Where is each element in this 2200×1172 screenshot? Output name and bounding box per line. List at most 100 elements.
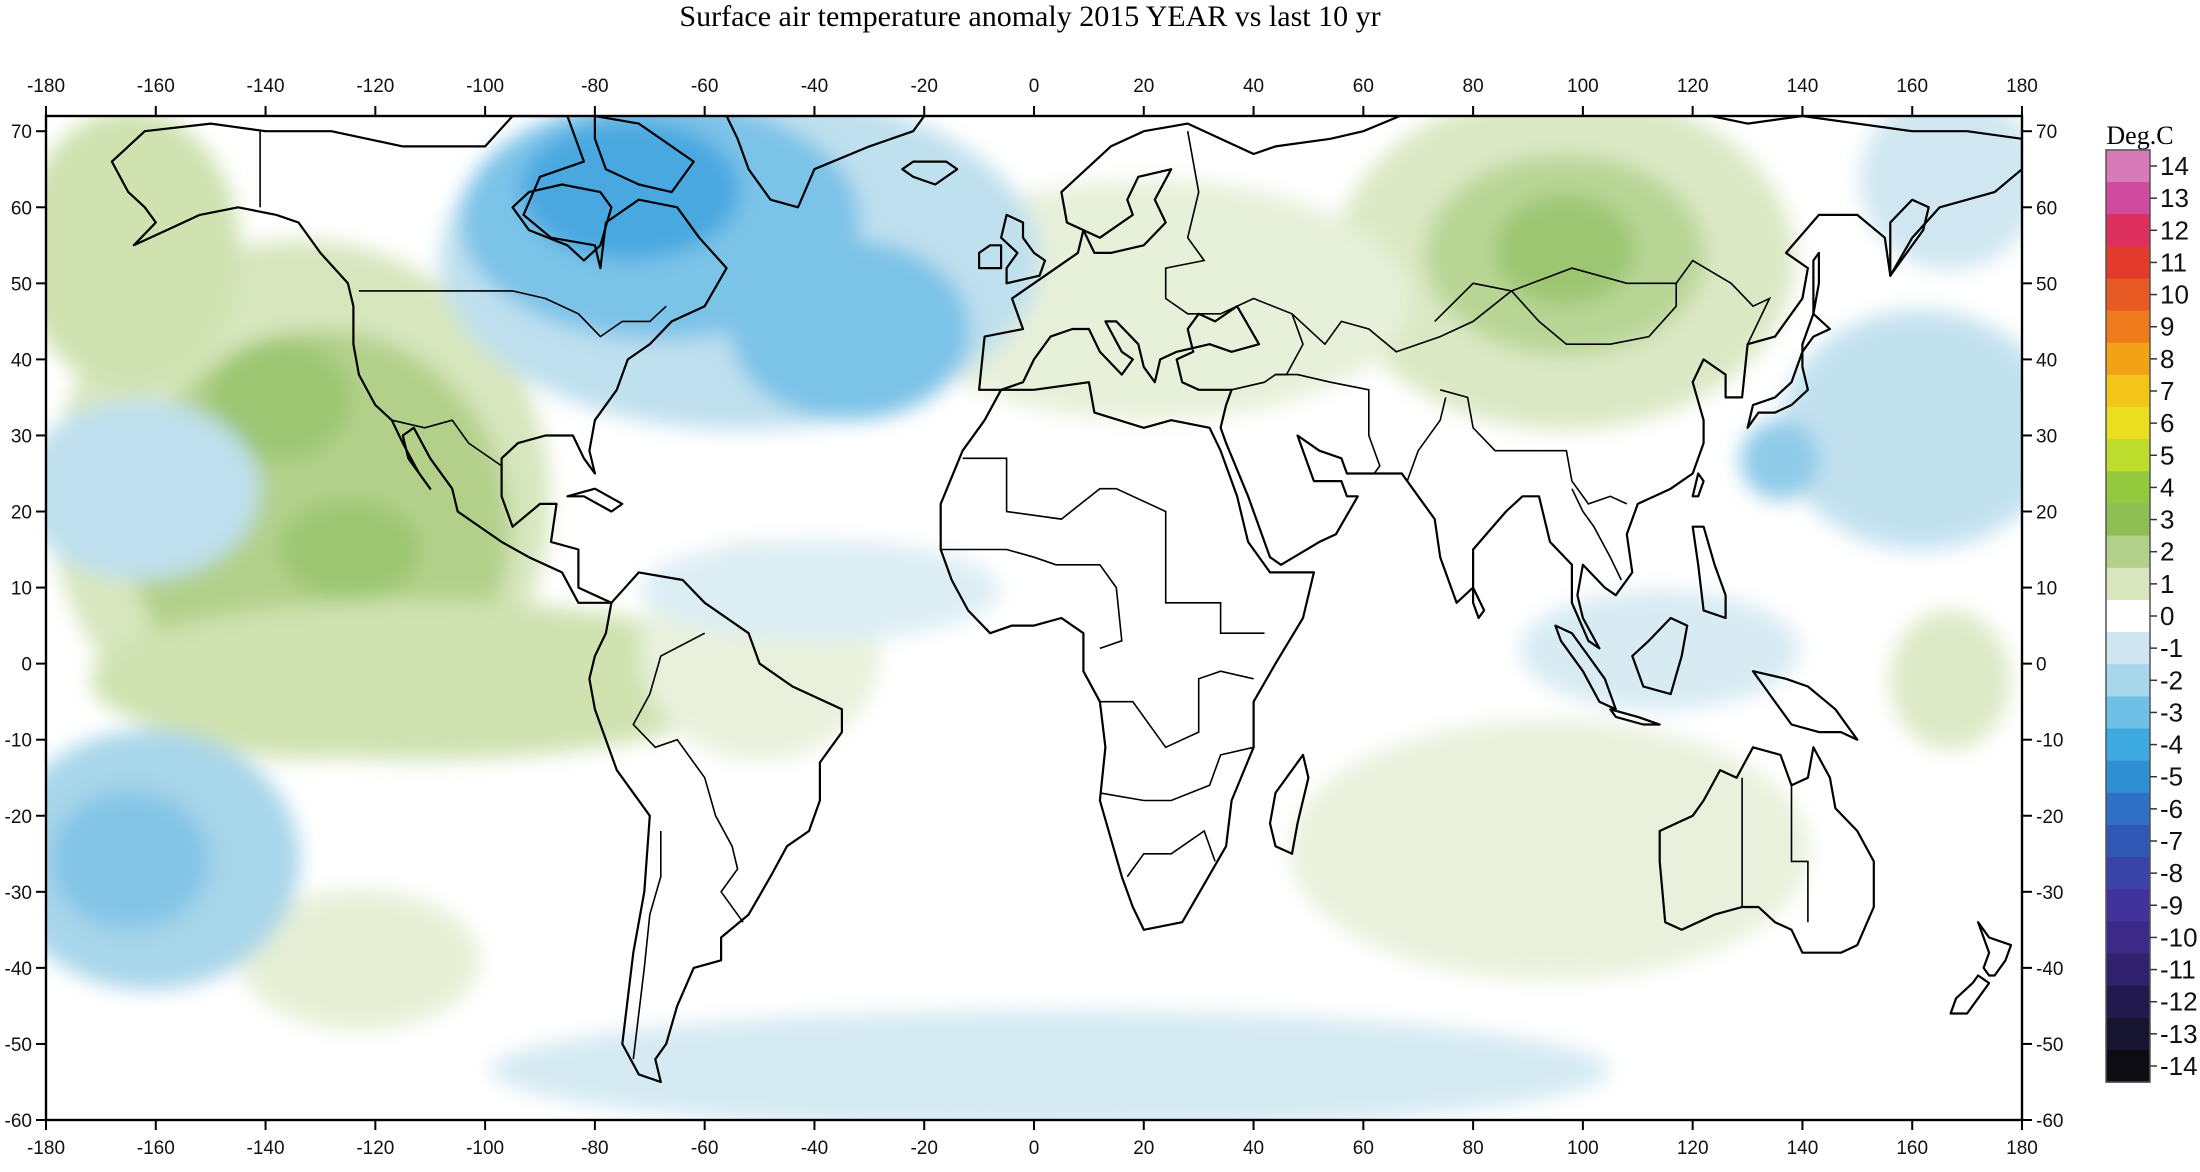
colorbar-swatch [2106,985,2150,1019]
lon-tick-label-top: -160 [137,76,175,97]
colorbar-swatch [2106,1049,2150,1083]
colorbar-label: 4 [2160,472,2174,502]
colorbar-label: 8 [2160,344,2174,374]
cold-area-subtropical-pacific [46,400,260,580]
lon-tick-label-top: 100 [1567,76,1599,97]
colorbar-label: -10 [2160,922,2198,952]
borneo-coast [1631,616,1689,696]
iceland-coast [901,160,959,186]
colorbar-swatch [2106,857,2150,890]
lat-tick-label-right: -60 [2036,1111,2063,1132]
colorbar-label: 9 [2160,312,2174,342]
colorbar-swatch [2106,632,2150,665]
lat-tick-label-right: -10 [2036,731,2063,752]
lat-tick-label-right: -50 [2036,1035,2063,1056]
lon-tick-label-top: 140 [1787,76,1819,97]
eurasia-coast [978,116,2022,650]
lon-tick-label-bottom: 80 [1463,1138,1484,1159]
lon-tick-label-bottom: 100 [1567,1138,1599,1159]
lat-tick-label-left: 60 [11,198,32,219]
taiwan-coast [1691,472,1705,498]
slight-warm-west-pacific [1890,610,2010,750]
cool-band-southern-ocean [490,1010,1610,1120]
colorbar-swatch [2106,792,2150,826]
sumatra-coast [1554,624,1617,711]
india-pakistan-border [1406,397,1447,482]
colorbar-swatch [2106,696,2150,730]
colorbar-label: -6 [2160,794,2183,824]
colorbar-label: -7 [2160,826,2183,856]
lat-tick-label-right: -40 [2036,959,2063,980]
colorbar-swatch [2106,310,2150,344]
cold-core-sw-pacific [50,790,210,930]
lon-tick-label-top: 120 [1677,76,1709,97]
warm-band-tropical-pacific [90,600,750,760]
lat-tick-label-left: 50 [11,274,32,295]
lon-tick-label-bottom: -40 [801,1138,828,1159]
us-canada-border-49 [358,290,667,338]
lon-tick-label-bottom: 40 [1243,1138,1264,1159]
colorbar-swatch [2106,503,2150,537]
colorbar-swatch [2106,535,2150,569]
africa-borders-south2 [1126,829,1216,878]
colorbar-label: 14 [2160,151,2189,181]
colorbar-label: 13 [2160,183,2189,213]
lat-tick-label-right: 20 [2036,503,2057,524]
lat-tick-label-left: -20 [5,807,32,828]
lon-tick-label-top: -140 [247,76,285,97]
lon-tick-label-top: 20 [1133,76,1154,97]
lon-tick-label-bottom: -160 [137,1138,175,1159]
colorbar: Deg.C 14131211109876543210-1-2-3-4-5-6-7… [2105,121,2198,1083]
colorbar-label: -3 [2160,697,2183,727]
africa-borders-west [940,548,1123,650]
lon-tick-label-bottom: -140 [247,1138,285,1159]
map-axes: -180-180-160-160-140-140-120-120-100-100… [5,76,2064,1159]
lat-tick-label-left: 70 [11,122,32,143]
lat-tick-label-left: 0 [21,655,32,676]
colorbar-label: 2 [2160,537,2174,567]
philippines-coast [1691,525,1727,620]
colorbar-swatch [2106,1017,2150,1051]
lon-tick-label-top: 80 [1463,76,1484,97]
colorbar-label: 7 [2160,376,2174,406]
europe-russia-border [1164,131,1304,376]
argentina-chile-border [632,831,662,1060]
colorbar-swatch [2106,824,2150,858]
colorbar-label: -12 [2160,987,2198,1017]
lon-tick-label-top: 40 [1243,76,1264,97]
lat-tick-label-left: -50 [5,1035,32,1056]
new-zealand-coast [1977,921,2013,977]
chart-title: Surface air temperature anomaly 2015 YEA… [679,0,1380,33]
lon-tick-label-top: -20 [910,76,937,97]
middle-east-borders [1231,373,1381,474]
lon-tick-label-bottom: 20 [1133,1138,1154,1159]
colorbar-label: -11 [2160,955,2196,985]
lat-tick-label-right: -20 [2036,807,2063,828]
lon-tick-label-top: -60 [691,76,718,97]
africa-borders-south [1099,746,1254,802]
coastlines [110,116,2022,1084]
colorbar-swatch [2106,407,2150,440]
cool-band-tropical-atlantic [640,540,1000,640]
lat-tick-label-left: 10 [11,579,32,600]
colorbar-label: 10 [2160,280,2189,310]
cool-area-maritime-continent [1520,590,1800,710]
lon-tick-label-bottom: -20 [910,1138,937,1159]
colorbar-swatch [2106,278,2150,312]
colorbar-label: -14 [2160,1051,2198,1081]
lat-tick-label-left: 40 [11,350,32,371]
brazil-border [632,632,744,923]
lon-tick-label-top: 160 [1896,76,1928,97]
africa-coast [939,381,1315,931]
south-america-coast [588,571,843,1084]
lon-tick-label-bottom: -80 [581,1138,608,1159]
colorbar-swatch [2106,471,2150,505]
lon-tick-label-bottom: -60 [691,1138,718,1159]
colorbar-swatch [2106,760,2150,794]
lat-tick-label-right: 10 [2036,579,2057,600]
madagascar-coast [1268,753,1310,855]
lon-tick-label-bottom: -100 [466,1138,504,1159]
colorbar-swatch [2106,374,2150,408]
lat-tick-label-right: 40 [2036,350,2057,371]
